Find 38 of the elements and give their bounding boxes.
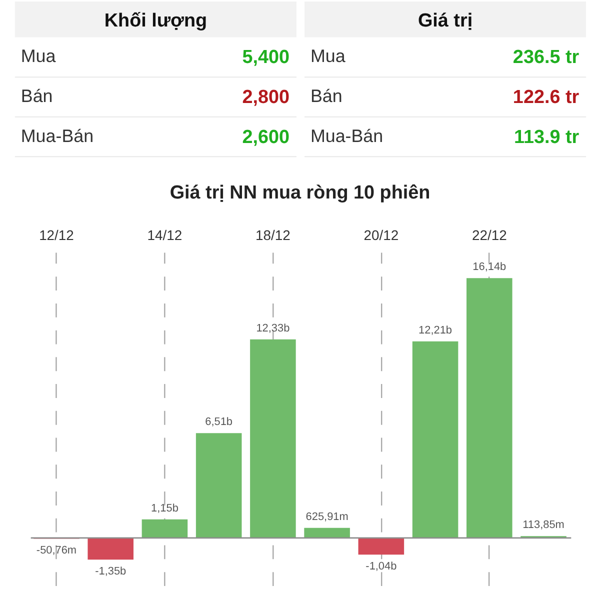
text: Khối lượng xyxy=(104,10,208,32)
bar xyxy=(304,528,350,538)
category-label: Mua-Bán xyxy=(310,126,384,146)
category-label: Bán xyxy=(20,86,53,106)
data-label: 113,85m xyxy=(522,519,564,532)
bar xyxy=(412,341,458,538)
text: 5,400 xyxy=(242,47,290,68)
x-tick-label: 14/12 xyxy=(147,226,182,243)
bar xyxy=(142,519,188,538)
data-label: -1,35b xyxy=(95,566,126,578)
text: Giá trị xyxy=(418,10,473,32)
text: 113.9 tr xyxy=(514,126,580,148)
bar xyxy=(358,538,404,555)
bar xyxy=(466,278,512,538)
bar xyxy=(196,433,242,538)
x-tick-label: 12/12 xyxy=(39,226,74,243)
text: 236.5 tr xyxy=(512,47,580,68)
data-label: 12,33b xyxy=(256,322,290,334)
x-tick-label: 20/12 xyxy=(364,226,399,243)
data-label: 1,15b xyxy=(151,502,178,514)
category-label: Mua xyxy=(20,46,56,66)
data-label: -50,76m xyxy=(36,544,77,557)
x-tick-label: 22/12 xyxy=(472,226,508,243)
data-label: 625,91m xyxy=(306,510,348,523)
category-label: Bán xyxy=(310,86,342,106)
chart-title: Giá trị NN mua ròng 10 phiên xyxy=(170,182,430,204)
bar xyxy=(250,339,296,538)
data-label: -1,04b xyxy=(366,560,397,573)
data-label: 16,14b xyxy=(472,261,506,274)
data-label: 12,21b xyxy=(418,324,452,336)
data-label: 6,51b xyxy=(205,416,233,428)
category-label: Mua xyxy=(310,46,346,66)
text: 2,600 xyxy=(242,126,290,148)
category-label: Mua-Bán xyxy=(20,126,94,146)
text: 2,800 xyxy=(242,86,290,108)
text: 122.6 tr xyxy=(512,86,580,108)
bar xyxy=(88,538,134,560)
x-tick-label: 18/12 xyxy=(256,226,291,243)
